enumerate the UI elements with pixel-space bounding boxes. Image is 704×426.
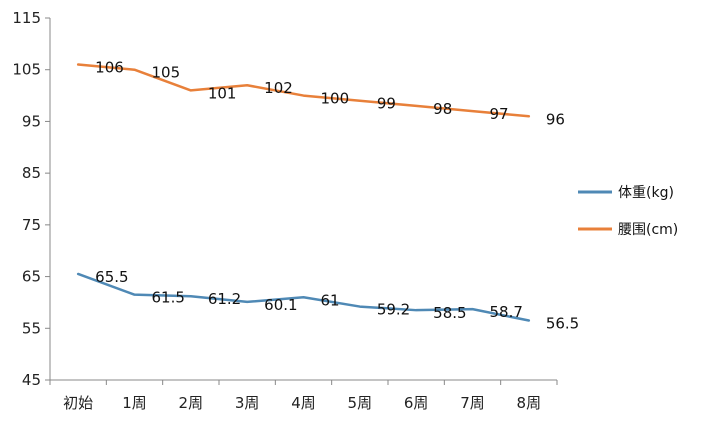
series-layer bbox=[76, 63, 531, 322]
x-tick-label: 2周 bbox=[179, 394, 204, 412]
y-tick-label: 85 bbox=[22, 164, 41, 182]
data-label-waist: 97 bbox=[490, 105, 509, 123]
data-label-weight: 61.2 bbox=[208, 290, 241, 308]
series-line-weight bbox=[76, 272, 531, 322]
data-label-waist: 96 bbox=[546, 110, 565, 128]
series-line-waist bbox=[76, 63, 531, 118]
y-tick-label: 55 bbox=[22, 319, 41, 337]
data-label-waist: 105 bbox=[152, 64, 181, 82]
data-label-waist: 102 bbox=[264, 79, 293, 97]
x-tick-label: 8周 bbox=[517, 394, 542, 412]
y-axis-ticks: 45 55 65 75 85 95 105 115 bbox=[12, 9, 50, 389]
data-label-weight: 65.5 bbox=[95, 268, 128, 286]
data-label-waist: 101 bbox=[208, 84, 237, 102]
data-label-weight: 61 bbox=[321, 291, 340, 309]
x-tick-label: 5周 bbox=[348, 394, 373, 412]
y-tick-label: 115 bbox=[12, 9, 41, 27]
x-tick-label: 4周 bbox=[291, 394, 316, 412]
x-tick-label: 初始 bbox=[63, 394, 93, 412]
legend-label-waist: 腰围(cm) bbox=[618, 222, 678, 238]
y-tick-label: 95 bbox=[22, 112, 41, 130]
data-label-weight: 60.1 bbox=[264, 296, 297, 314]
data-label-waist: 98 bbox=[433, 100, 452, 118]
data-label-weight: 58.7 bbox=[490, 303, 523, 321]
data-label-weight: 59.2 bbox=[377, 301, 410, 319]
y-tick-label: 45 bbox=[22, 371, 41, 389]
x-tick-label: 3周 bbox=[235, 394, 260, 412]
x-tick-label: 7周 bbox=[460, 394, 485, 412]
legend: 体重(kg) 腰围(cm) bbox=[578, 185, 678, 238]
y-tick-label: 105 bbox=[12, 61, 41, 79]
data-labels: 65.5 61.5 61.2 60.1 61 59.2 58.5 58.7 56.5 106 105… bbox=[95, 59, 579, 333]
y-tick-label: 65 bbox=[22, 268, 41, 286]
x-tick-label: 6周 bbox=[404, 394, 429, 412]
x-axis-ticks: 初始 1周 2周 3周 4周 5周 6周 7周 8周 bbox=[49, 380, 558, 412]
data-label-waist: 100 bbox=[321, 90, 350, 108]
data-label-waist: 99 bbox=[377, 95, 396, 113]
data-label-weight: 61.5 bbox=[152, 289, 185, 307]
data-label-waist: 106 bbox=[95, 59, 124, 77]
y-tick-label: 75 bbox=[22, 216, 41, 234]
data-label-weight: 56.5 bbox=[546, 315, 579, 333]
data-label-weight: 58.5 bbox=[433, 304, 466, 322]
x-tick-label: 1周 bbox=[122, 394, 147, 412]
legend-label-weight: 体重(kg) bbox=[618, 185, 674, 201]
